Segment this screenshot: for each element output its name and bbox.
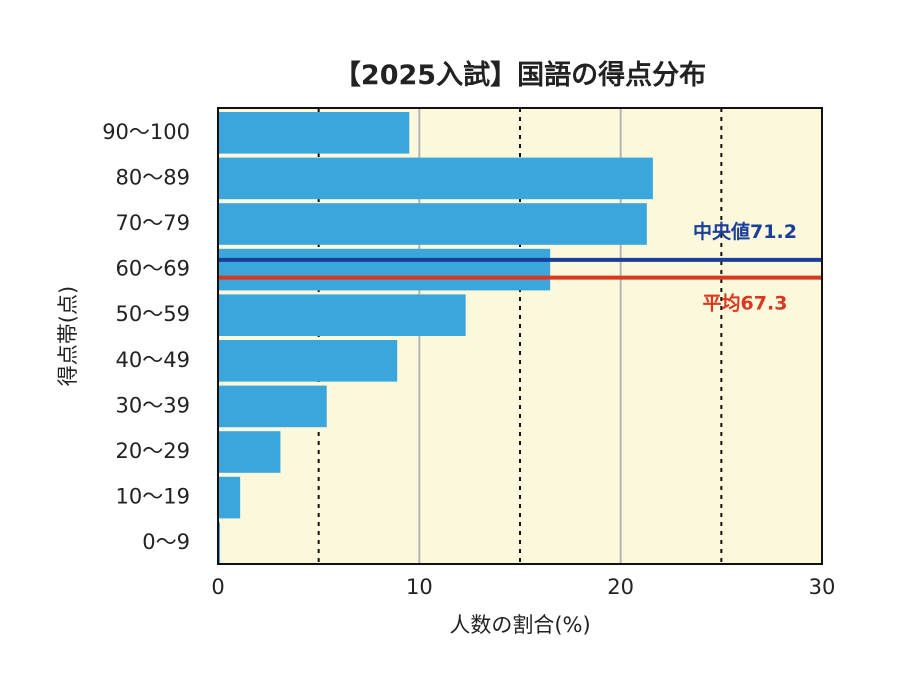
bar (218, 157, 653, 200)
chart-title: 【2025入試】国語の得点分布 (334, 59, 706, 91)
bar (218, 112, 410, 154)
y-tick-label: 20〜29 (116, 439, 190, 463)
reference-line-label: 平均67.3 (703, 292, 788, 315)
y-tick-label: 30〜39 (116, 393, 190, 417)
y-tick-label: 0〜9 (142, 530, 190, 554)
y-tick-label: 70〜79 (116, 211, 190, 235)
y-tick-label: 60〜69 (116, 257, 190, 281)
y-tick-label: 90〜100 (102, 120, 190, 144)
reference-line-label: 中央値71.2 (693, 220, 797, 243)
bar (218, 248, 551, 291)
y-tick-label: 50〜59 (116, 302, 190, 326)
bar (218, 340, 398, 382)
x-axis-label: 人数の割合(%) (449, 613, 590, 637)
bar (218, 522, 221, 564)
x-tick-label: 20 (607, 575, 634, 599)
plot-frame (217, 107, 823, 565)
x-tick-label: 10 (406, 575, 433, 599)
x-tick-labels: 0 10 20 30 (211, 575, 835, 599)
y-tick-label: 80〜89 (116, 165, 190, 189)
y-tick-label: 40〜49 (116, 348, 190, 372)
bar (218, 431, 281, 473)
bar (218, 294, 466, 336)
y-tick-label: 10〜19 (116, 485, 190, 509)
bars (218, 112, 653, 564)
x-tick-label: 0 (211, 575, 224, 599)
bar (218, 476, 241, 519)
bar (218, 385, 327, 428)
bar (218, 203, 647, 245)
x-tick-label: 30 (809, 575, 836, 599)
y-tick-labels: 90〜100 80〜89 70〜79 60〜69 50〜59 40〜49 30〜39 20〜2… (102, 120, 190, 554)
reference-lines: 中央値71.2 平均67.3 (218, 220, 822, 315)
y-axis-label: 得点帯(点) (56, 286, 80, 386)
